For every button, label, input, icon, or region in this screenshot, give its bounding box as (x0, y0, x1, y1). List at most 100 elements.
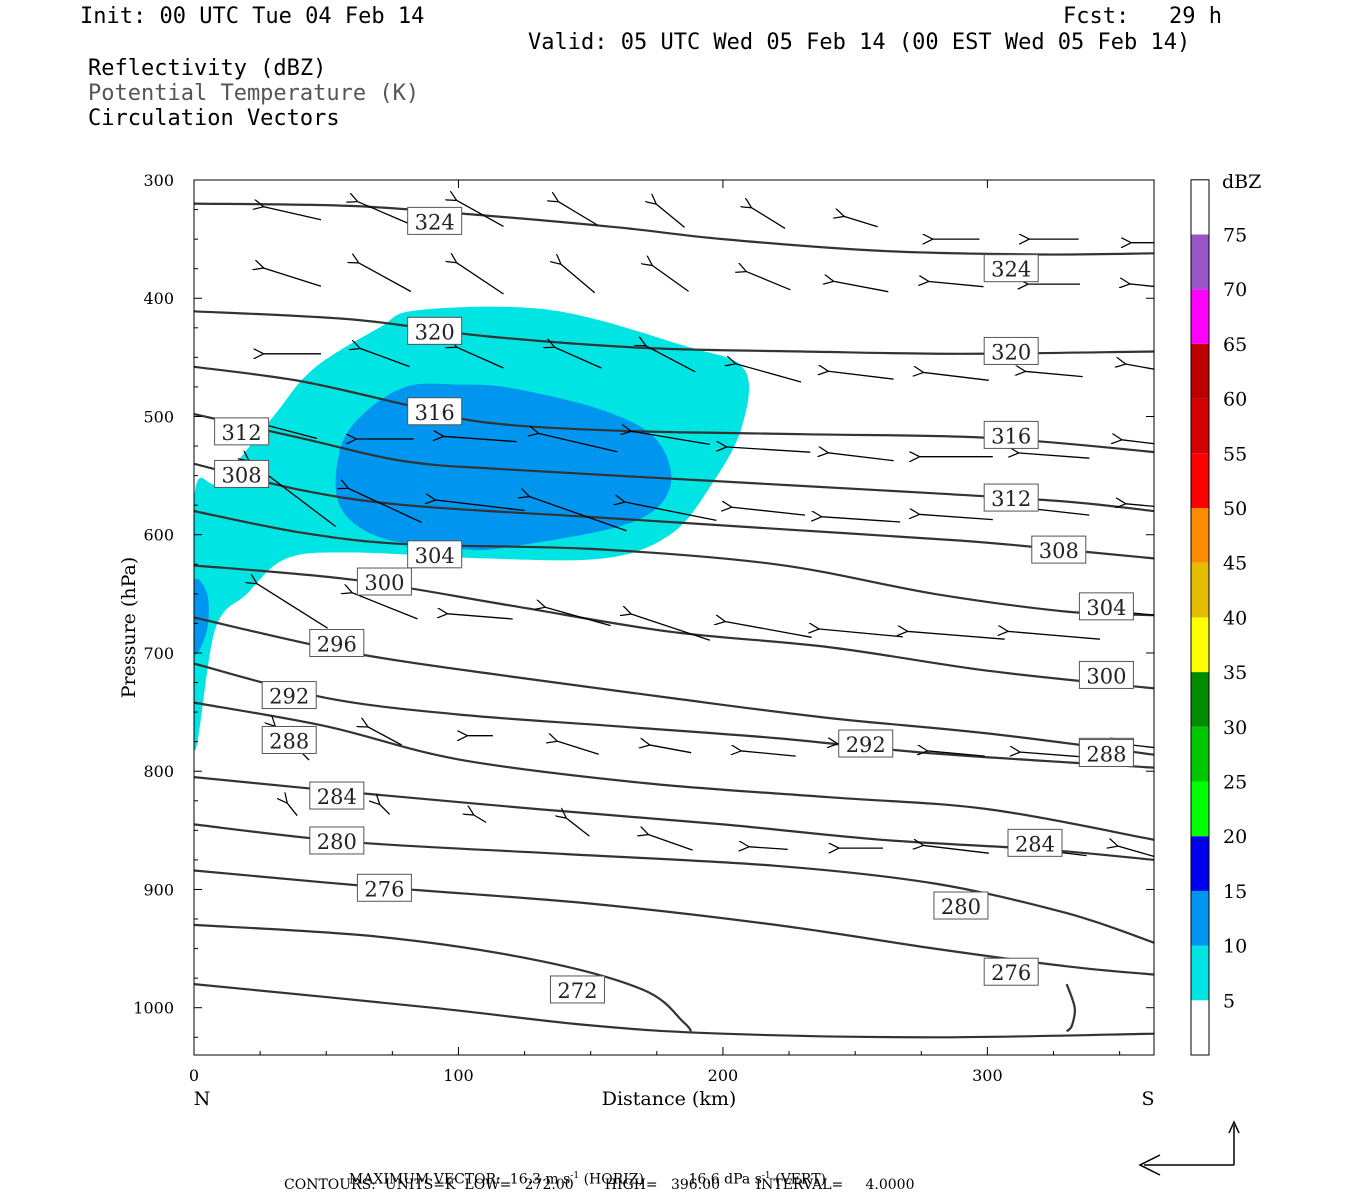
theta-contour-292 (194, 662, 1154, 769)
contour-label: 304 (407, 540, 463, 569)
axes: 0 100 200 300 300 400 500 600 700 800 900 1000 Dista… (118, 171, 1155, 1110)
horiz-exponent: -1 (570, 1171, 580, 1181)
circulation-vector (456, 347, 504, 369)
forecast-hour: Fcst: 29 h (1063, 4, 1222, 29)
contour-label-text: 280 (941, 895, 981, 919)
contour-label-box (933, 891, 989, 920)
circulation-vector (745, 271, 791, 291)
vert-exponent: -1 (761, 1171, 771, 1181)
colorbar-segment (1191, 945, 1209, 1001)
circulation-vector (359, 348, 410, 368)
colorbar-segment (1191, 726, 1209, 782)
contour-label: 284 (1007, 828, 1063, 857)
colorbar-level-label: 25 (1223, 772, 1247, 794)
circulation-vector (544, 607, 611, 627)
contour-label-box (309, 629, 365, 658)
contour-label-text: 288 (1086, 742, 1126, 766)
circulation-vector (735, 364, 802, 383)
circulation-vector (256, 583, 328, 629)
colorbar-frame (1190, 179, 1210, 1056)
circulation-vector (1024, 371, 1083, 378)
colorbar-level-label: 60 (1223, 389, 1247, 411)
x-axis-title: Distance (km) (602, 1088, 737, 1110)
colorbar-level-label: 5 (1223, 990, 1235, 1012)
circulation-vector (566, 818, 590, 837)
reflectivity-area-10dbz-edge (194, 578, 209, 655)
y-tick-label: 800 (143, 762, 174, 781)
y-tick-label: 900 (143, 880, 174, 899)
circulation-vector (652, 265, 689, 292)
circulation-vector (351, 592, 418, 620)
contour-label: 312 (214, 417, 270, 446)
circulation-vector (379, 804, 391, 815)
contour-label-text: 312 (991, 487, 1031, 511)
contour-label-box (309, 781, 365, 810)
contour-info: CONTOURS: UNITS=K LOW= 272.00 HIGH= 396.… (284, 1177, 915, 1193)
contour-label-text: 296 (317, 633, 357, 657)
colorbar-segment (1191, 781, 1209, 837)
contour-label-text: 316 (991, 424, 1031, 448)
colorbar-segment (1191, 617, 1209, 673)
colorbar-segment (1191, 398, 1209, 454)
colorbar-level-label: 70 (1223, 279, 1247, 301)
colorbar-level-label: 20 (1223, 826, 1247, 848)
reflectivity-area-10dbz (335, 383, 672, 551)
valid-time: Valid: 05 UTC Wed 05 Feb 14 (00 EST Wed … (528, 30, 1191, 55)
contour-label-text: 284 (1015, 832, 1055, 856)
circulation-vector (473, 815, 487, 824)
contour-label-text: 312 (222, 421, 262, 445)
contour-label-text: 324 (991, 258, 1031, 282)
maximum-vector-line: MAXIMUM VECTOR: 16.3 m s-1 (HORIZ) 16.6 … (340, 1158, 826, 1187)
colorbar-segment (1191, 289, 1209, 344)
field-potential-temperature: Potential Temperature (K) (88, 81, 420, 106)
contour-label: 284 (309, 781, 365, 810)
theta-contour-324 (194, 202, 1154, 256)
colorbar-level-label: 45 (1223, 553, 1247, 575)
circulation-vector (928, 281, 984, 288)
contour-label-text: 316 (415, 401, 455, 425)
circulation-vector (827, 453, 894, 462)
max-vert-value: 16.6 dPa s (688, 1171, 762, 1188)
contour-label: 280 (933, 891, 989, 920)
circulation-vector (435, 500, 525, 512)
contour-label: 280 (309, 826, 365, 855)
contour-label-box (214, 459, 270, 488)
reference-vector-icon (1138, 1120, 1240, 1176)
colorbar-segment (1191, 562, 1209, 618)
circulation-vector (751, 207, 786, 229)
contour-label-box (983, 254, 1039, 283)
circulation-vector (456, 262, 504, 295)
contour-label-text: 284 (317, 785, 357, 809)
contour-label-box (1078, 660, 1134, 689)
contour-label-box (983, 336, 1039, 365)
contour-label: 272 (549, 975, 605, 1004)
circulation-vector (740, 751, 796, 757)
contour-label-text: 308 (1039, 539, 1079, 563)
contour-label-text: 304 (415, 544, 455, 568)
contour-label: 308 (1031, 535, 1087, 564)
colorbar-segment (1191, 234, 1209, 290)
circulation-vector (726, 447, 811, 453)
contour-label-text: 276 (991, 961, 1031, 985)
max-horiz-value: 16.3 m s (509, 1171, 571, 1188)
contour-label-text: 304 (1086, 596, 1126, 620)
circulation-vector (731, 507, 806, 516)
x-tick-label: 200 (708, 1066, 739, 1085)
contour-label: 320 (983, 336, 1039, 365)
circulation-vector (724, 621, 812, 638)
circulation-vector (358, 262, 412, 293)
circulation-vector (357, 201, 413, 226)
circulation-vector (648, 834, 693, 851)
theta-contour-272 (194, 923, 693, 1033)
south-label: S (1141, 1088, 1154, 1110)
circulation-vector (927, 751, 985, 757)
colorbar-segment (1191, 453, 1209, 508)
colorbar-segment (1191, 343, 1209, 399)
contour-label-text: 280 (317, 830, 357, 854)
circulation-vector (447, 614, 513, 620)
y-tick-label: 500 (143, 407, 174, 426)
circulation-vector (818, 629, 903, 638)
circulation-vector (1019, 752, 1089, 758)
contour-label-text: 320 (991, 340, 1031, 364)
plot-frame (193, 179, 1155, 1056)
